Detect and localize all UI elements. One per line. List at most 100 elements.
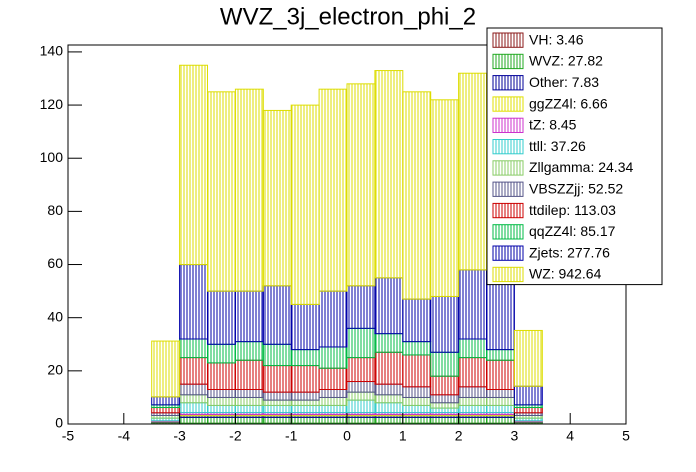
bar (207, 362, 236, 391)
bar (402, 386, 432, 398)
bar (374, 277, 404, 335)
legend-label: VBSZZjj: 52.52 (529, 180, 623, 196)
bar (430, 407, 460, 414)
x-tick-label: 0 (343, 428, 351, 444)
legend-swatch (492, 245, 524, 261)
legend-label: WZ: 942.64 (529, 266, 602, 282)
bar (179, 357, 209, 385)
bar (262, 365, 292, 393)
x-tick-label: -3 (173, 428, 186, 444)
bar (402, 91, 432, 300)
x-tick-label: -5 (62, 428, 75, 444)
bar (262, 109, 292, 287)
bar (262, 404, 292, 414)
bar (402, 396, 432, 406)
y-tick-label: 100 (40, 149, 64, 165)
bar (346, 285, 376, 329)
bar (290, 365, 320, 393)
bar (179, 338, 209, 359)
bar (486, 416, 515, 424)
legend-swatch (492, 224, 524, 240)
bar (234, 359, 264, 391)
x-tick-label: -4 (118, 428, 131, 444)
bar (346, 399, 376, 414)
bar (346, 357, 376, 383)
bar (262, 391, 292, 401)
bar (374, 416, 404, 424)
bar (290, 303, 320, 351)
x-tick-label: 2 (455, 428, 463, 444)
bar (402, 416, 432, 424)
bar (151, 340, 181, 398)
bar (207, 389, 236, 398)
bar (374, 383, 404, 396)
x-tick-label: 4 (566, 428, 574, 444)
bar (234, 396, 264, 406)
bar (318, 367, 348, 391)
legend-label: VH: 3.46 (529, 31, 584, 47)
bar (207, 343, 236, 364)
bar (262, 416, 292, 424)
legend-box (486, 27, 663, 286)
bar (513, 407, 543, 414)
bar (318, 416, 348, 424)
legend-label: WVZ: 27.82 (529, 53, 603, 69)
y-tick-label: 140 (40, 43, 64, 59)
bar (290, 391, 320, 401)
bar (207, 91, 236, 292)
legend-label: Zjets: 277.76 (529, 244, 610, 260)
bar (513, 329, 543, 387)
x-tick-label: 5 (622, 428, 630, 444)
bar (402, 298, 432, 343)
bar (290, 349, 320, 367)
bar (486, 404, 515, 414)
bar (486, 389, 515, 398)
bar (430, 351, 460, 377)
bar (207, 290, 236, 345)
legend-swatch (492, 32, 524, 48)
bar (458, 416, 488, 424)
y-tick-label: 60 (47, 255, 63, 271)
bar (234, 341, 264, 361)
legend-swatch (492, 202, 524, 219)
bar (262, 343, 292, 367)
legend-label: tZ: 8.45 (529, 117, 577, 133)
bar (346, 381, 376, 393)
bar (207, 396, 236, 406)
bar (374, 333, 404, 353)
bar (262, 399, 292, 406)
bar (486, 396, 515, 406)
bar (374, 351, 404, 385)
bar (179, 402, 209, 414)
legend-swatch (492, 53, 524, 70)
bar (486, 349, 515, 361)
legend-swatch (492, 160, 524, 176)
bar (430, 394, 460, 404)
bar (290, 404, 320, 414)
bar (234, 404, 264, 414)
bar (151, 396, 181, 406)
chart-title: WVZ_3j_electron_phi_2 (220, 3, 476, 30)
bar (458, 404, 488, 414)
bar (234, 88, 264, 292)
bar (179, 416, 209, 424)
x-tick-label: 3 (511, 428, 519, 444)
bar (179, 264, 209, 340)
legend-swatch (492, 139, 524, 155)
bar (234, 416, 264, 424)
legend-label: ttll: 37.26 (529, 138, 586, 154)
legend-label: ttdilep: 113.03 (529, 202, 616, 218)
y-tick-label: 120 (40, 96, 64, 112)
legend-label: ggZZ4l: 6.66 (529, 95, 608, 111)
y-tick-label: 80 (47, 202, 63, 218)
bar (318, 88, 348, 292)
bar (207, 416, 236, 424)
bar (179, 394, 209, 404)
x-tick-label: -1 (285, 428, 298, 444)
bar (374, 70, 404, 279)
bar (458, 386, 488, 398)
bar (374, 402, 404, 414)
bar (430, 416, 460, 424)
bar (318, 290, 348, 348)
bar (234, 389, 264, 398)
